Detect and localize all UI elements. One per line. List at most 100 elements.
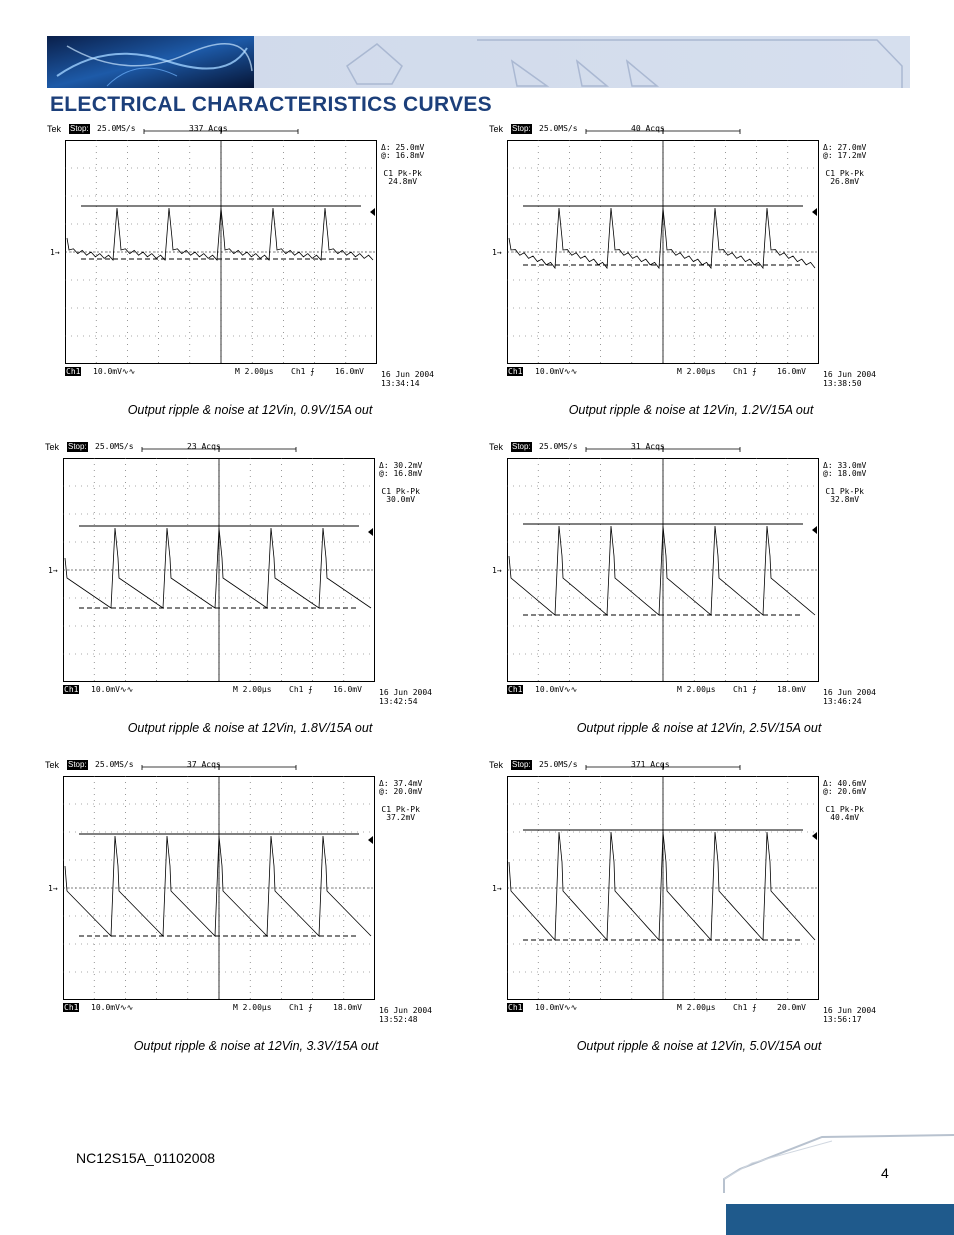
acquisition-count: 40 Acqs bbox=[631, 124, 665, 133]
vertical-scale: 10.0mV∿∿ bbox=[535, 367, 578, 376]
waveform-trace bbox=[64, 835, 372, 937]
cursor-delta: Δ: 33.0mV bbox=[823, 461, 867, 470]
capture-time: 13:42:54 bbox=[379, 697, 418, 706]
run-state-badge: Stop: bbox=[67, 442, 88, 452]
document-id: NC12S15A_01102008 bbox=[76, 1150, 216, 1166]
timebase: M 2.00µs bbox=[677, 1003, 716, 1012]
pk-pk-measurement: C1 Pk-Pk 26.8mV bbox=[823, 170, 866, 186]
timebase: M 2.00µs bbox=[677, 367, 716, 376]
trigger-position-bar bbox=[585, 446, 741, 452]
figure-caption: Output ripple & noise at 12Vin, 2.5V/15A… bbox=[576, 721, 822, 735]
waveform-trace bbox=[64, 527, 372, 609]
channel-badge: Ch1 bbox=[507, 1003, 524, 1012]
capture-date: 16 Jun 2004 bbox=[379, 1006, 432, 1015]
pk-pk-label: C1 Pk-Pk bbox=[381, 805, 420, 814]
pk-pk-label: C1 Pk-Pk bbox=[381, 487, 420, 496]
capture-timestamp: 16 Jun 2004 13:52:48 bbox=[379, 1006, 432, 1024]
trigger-level: 16.0mV bbox=[333, 685, 362, 694]
run-state-badge: Stop: bbox=[69, 124, 90, 134]
cursor-delta: Δ: 27.0mV bbox=[823, 143, 867, 152]
acquisition-count: 37 Acqs bbox=[187, 760, 221, 769]
pk-pk-value: 26.8mV bbox=[830, 177, 860, 186]
vertical-scale: 10.0mV∿∿ bbox=[91, 1003, 134, 1012]
trigger-position-bar bbox=[143, 128, 299, 134]
brand-label: Tek bbox=[45, 760, 60, 770]
cursor-at: @: 16.8mV bbox=[381, 151, 425, 160]
pk-pk-measurement: C1 Pk-Pk 30.0mV bbox=[379, 488, 422, 504]
cursor-delta: Δ: 37.4mV bbox=[379, 779, 423, 788]
figure-caption: Output ripple & noise at 12Vin, 1.2V/15A… bbox=[568, 403, 814, 417]
page-number: 4 bbox=[881, 1165, 889, 1181]
capture-time: 13:38:50 bbox=[823, 379, 862, 388]
measurement-readout: Δ: 37.4mV @: 20.0mV C1 Pk-Pk 37.2mV bbox=[379, 780, 422, 822]
pk-pk-measurement: C1 Pk-Pk 32.8mV bbox=[823, 488, 866, 504]
waveform-screen bbox=[65, 140, 377, 364]
cursor-at: @: 20.0mV bbox=[379, 787, 423, 796]
pk-pk-label: C1 Pk-Pk bbox=[825, 169, 864, 178]
footer-band bbox=[726, 1204, 954, 1235]
scope-capture: Tek Stop: 25.0MS/s 337 Acqs Δ: 25.0mV @: 16.8… bbox=[47, 124, 487, 394]
channel-ground-marker: 1→ bbox=[48, 566, 58, 575]
trigger-channel: Ch1 ⨍ bbox=[291, 367, 315, 376]
figure-caption: Output ripple & noise at 12Vin, 3.3V/15A… bbox=[133, 1039, 379, 1053]
figure-caption: Output ripple & noise at 12Vin, 0.9V/15A… bbox=[127, 403, 373, 417]
pk-pk-measurement: C1 Pk-Pk 40.4mV bbox=[823, 806, 866, 822]
figure-caption: Output ripple & noise at 12Vin, 1.8V/15A… bbox=[127, 721, 373, 735]
timebase: M 2.00µs bbox=[235, 367, 274, 376]
channel-badge: Ch1 bbox=[507, 367, 524, 376]
pk-pk-value: 24.8mV bbox=[388, 177, 418, 186]
pk-pk-value: 32.8mV bbox=[830, 495, 860, 504]
brand-label: Tek bbox=[45, 442, 60, 452]
vertical-scale: 10.0mV∿∿ bbox=[91, 685, 134, 694]
cursor-at: @: 20.6mV bbox=[823, 787, 867, 796]
measurement-readout: Δ: 40.6mV @: 20.6mV C1 Pk-Pk 40.4mV bbox=[823, 780, 866, 822]
sample-rate: 25.0MS/s bbox=[539, 442, 578, 451]
trigger-channel: Ch1 ⨍ bbox=[289, 685, 313, 694]
capture-date: 16 Jun 2004 bbox=[823, 1006, 876, 1015]
channel-badge: Ch1 bbox=[63, 1003, 80, 1012]
waveform-trace bbox=[508, 207, 816, 270]
trigger-position-bar bbox=[585, 128, 741, 134]
capture-timestamp: 16 Jun 2004 13:56:17 bbox=[823, 1006, 876, 1024]
sample-rate: 25.0MS/s bbox=[539, 760, 578, 769]
timebase: M 2.00µs bbox=[233, 1003, 272, 1012]
capture-timestamp: 16 Jun 2004 13:34:14 bbox=[381, 370, 434, 388]
waveform-screen bbox=[507, 458, 819, 682]
footer-corner-graphic bbox=[723, 1134, 954, 1235]
channel-ground-marker: 1→ bbox=[492, 566, 502, 575]
cursor-at: @: 18.0mV bbox=[823, 469, 867, 478]
scope-capture: Tek Stop: 25.0MS/s 37 Acqs Δ: 37.4mV @: 20.0m… bbox=[45, 760, 485, 1030]
waveform-screen bbox=[507, 776, 819, 1000]
trigger-level: 18.0mV bbox=[777, 685, 806, 694]
capture-date: 16 Jun 2004 bbox=[379, 688, 432, 697]
timebase: M 2.00µs bbox=[233, 685, 272, 694]
waveform-trace bbox=[508, 525, 816, 616]
cursor-at: @: 16.8mV bbox=[379, 469, 423, 478]
trigger-level: 20.0mV bbox=[777, 1003, 806, 1012]
acquisition-count: 337 Acqs bbox=[189, 124, 228, 133]
sample-rate: 25.0MS/s bbox=[97, 124, 136, 133]
trigger-channel: Ch1 ⨍ bbox=[733, 367, 757, 376]
capture-time: 13:34:14 bbox=[381, 379, 420, 388]
page-title: ELECTRICAL CHARACTERISTICS CURVES bbox=[50, 93, 492, 116]
waveform-screen bbox=[63, 776, 375, 1000]
waveform-trace bbox=[508, 831, 816, 942]
trigger-channel: Ch1 ⨍ bbox=[289, 1003, 313, 1012]
vertical-scale: 10.0mV∿∿ bbox=[535, 685, 578, 694]
waveform-screen bbox=[507, 140, 819, 364]
pk-pk-measurement: C1 Pk-Pk 24.8mV bbox=[381, 170, 424, 186]
header-banner bbox=[47, 36, 910, 88]
trigger-level: 18.0mV bbox=[333, 1003, 362, 1012]
trigger-position-bar bbox=[585, 764, 741, 770]
sample-rate: 25.0MS/s bbox=[95, 442, 134, 451]
scope-capture: Tek Stop: 25.0MS/s 40 Acqs Δ: 27.0mV @: 17.2m… bbox=[489, 124, 929, 394]
figure-caption: Output ripple & noise at 12Vin, 5.0V/15A… bbox=[576, 1039, 822, 1053]
run-state-badge: Stop: bbox=[67, 760, 88, 770]
cursor-delta: Δ: 30.2mV bbox=[379, 461, 423, 470]
pk-pk-value: 30.0mV bbox=[386, 495, 416, 504]
trigger-channel: Ch1 ⨍ bbox=[733, 685, 757, 694]
acquisition-count: 23 Acqs bbox=[187, 442, 221, 451]
brand-label: Tek bbox=[489, 442, 504, 452]
channel-ground-marker: 1→ bbox=[492, 248, 502, 257]
sample-rate: 25.0MS/s bbox=[95, 760, 134, 769]
